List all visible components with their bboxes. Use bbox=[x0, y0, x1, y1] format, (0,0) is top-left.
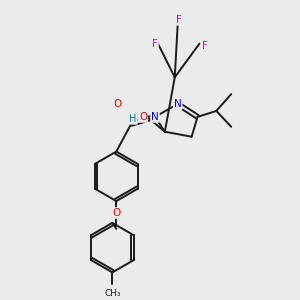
Text: H: H bbox=[130, 114, 137, 124]
Text: CH₃: CH₃ bbox=[104, 289, 121, 298]
Text: F: F bbox=[152, 39, 158, 49]
Text: O: O bbox=[139, 112, 147, 122]
Text: O: O bbox=[112, 208, 120, 218]
Text: N: N bbox=[151, 112, 159, 122]
Text: F: F bbox=[176, 15, 182, 25]
Text: N: N bbox=[174, 99, 182, 109]
Text: F: F bbox=[202, 40, 207, 51]
Text: O: O bbox=[113, 99, 122, 109]
